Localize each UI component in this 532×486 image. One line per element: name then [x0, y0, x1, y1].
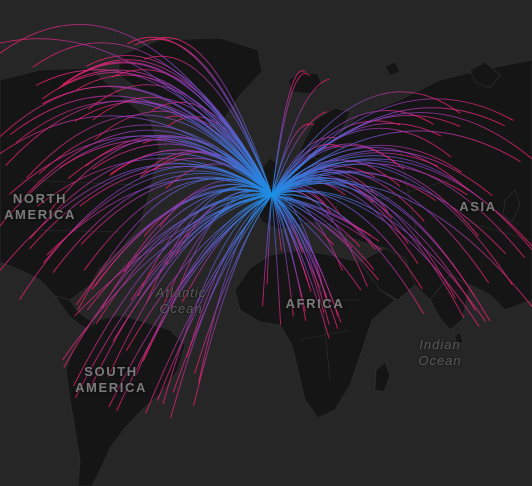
flow-arc: [84, 59, 273, 196]
flow-arc: [29, 163, 273, 250]
flow-arc: [271, 194, 304, 254]
flow-arc: [271, 194, 334, 246]
flow-arc: [62, 194, 273, 361]
flow-arc: [271, 180, 464, 318]
flow-arc: [262, 194, 273, 307]
flow-arc: [140, 150, 273, 196]
flow-arc: [271, 143, 344, 196]
flow-arc: [271, 73, 311, 196]
flow-arc: [29, 153, 273, 239]
flow-arc: [9, 135, 273, 196]
flow-arc: [271, 127, 452, 196]
flow-arc: [67, 138, 273, 196]
flow-arc: [79, 165, 273, 207]
landmass-arabia: [359, 247, 416, 301]
flow-arc: [271, 91, 461, 196]
flow-arc: [271, 182, 476, 311]
flow-arc: [151, 37, 273, 196]
flow-arc: [271, 111, 327, 196]
flow-arc: [143, 55, 273, 196]
flow-arc: [134, 38, 273, 196]
flow-arc: [198, 194, 273, 383]
flow-arc: [271, 143, 397, 196]
landmass-sri-lanka: [454, 331, 464, 346]
label-south-america: SOUTH AMERICA: [75, 364, 147, 395]
flow-arc: [127, 36, 273, 196]
landmass-arctic-islands: [469, 61, 501, 89]
landmass-japan: [502, 189, 521, 223]
flow-arc: [271, 194, 330, 339]
flow-arc: [137, 186, 273, 297]
flow-arc: [172, 194, 273, 393]
label-indian-ocean: Indian Ocean: [418, 337, 462, 368]
flow-arc: [271, 193, 425, 315]
flow-arc: [271, 178, 476, 298]
label-north-america: NORTH AMERICA: [4, 191, 76, 222]
flow-arc: [77, 177, 273, 310]
flow-arc: [38, 124, 273, 196]
flow-arc: [266, 194, 273, 285]
flow-arc: [271, 184, 340, 215]
flow-arc: [271, 163, 468, 196]
flow-arc: [26, 114, 273, 196]
flow-arc: [271, 194, 362, 291]
flow-arc: [271, 194, 342, 323]
flow-arc: [170, 194, 273, 419]
flow-arc: [271, 165, 376, 196]
flow-arc: [9, 95, 273, 196]
flow-arc: [271, 190, 486, 322]
flow-arc: [42, 86, 273, 196]
flow-arc: [271, 194, 380, 242]
flow-arc: [271, 163, 513, 285]
flow-arc: [271, 152, 439, 196]
flow-arc: [271, 194, 294, 317]
flow-arc: [5, 100, 273, 196]
landmass-madagascar: [374, 361, 391, 393]
flow-arc: [130, 194, 273, 301]
flow-arc: [92, 96, 273, 196]
label-asia: ASIA: [459, 199, 497, 214]
flow-arc: [194, 194, 273, 374]
flow-arc: [271, 194, 282, 325]
flow-arc: [111, 69, 273, 196]
flow-arc: [88, 84, 273, 196]
flow-arc: [59, 69, 273, 196]
landmass-svalbard: [384, 61, 401, 77]
flow-arc: [145, 194, 273, 414]
flow-arc: [75, 189, 273, 306]
flow-arc: [271, 194, 372, 237]
flow-arc: [271, 194, 353, 249]
flow-arc: [125, 194, 273, 352]
flow-arc: [76, 74, 273, 196]
flow-arc: [46, 178, 273, 256]
landmass-scandinavia: [299, 107, 351, 161]
flow-arc: [74, 101, 273, 196]
flow-arc: [101, 189, 273, 309]
flow-arc: [271, 161, 479, 237]
flow-arc: [271, 194, 375, 270]
flow-arc: [271, 182, 532, 308]
flow-arc: [112, 194, 273, 342]
flow-arc: [88, 194, 273, 390]
flow-arc: [271, 78, 330, 196]
flow-arc: [80, 176, 273, 245]
flow-arc: [162, 194, 273, 405]
landmass-africa: [234, 249, 396, 419]
flow-arc: [135, 194, 273, 375]
landmass-south-america: [65, 314, 186, 486]
flow-arc: [271, 194, 282, 251]
flow-arc: [86, 194, 273, 311]
flow-arc: [271, 147, 470, 196]
label-atlantic-ocean: Atlantic Ocean: [155, 285, 207, 316]
label-africa: AFRICA: [285, 296, 345, 311]
flow-arc: [271, 194, 307, 321]
flow-arc: [271, 115, 461, 196]
flow-arc: [123, 184, 273, 273]
flow-arc: [35, 69, 273, 196]
